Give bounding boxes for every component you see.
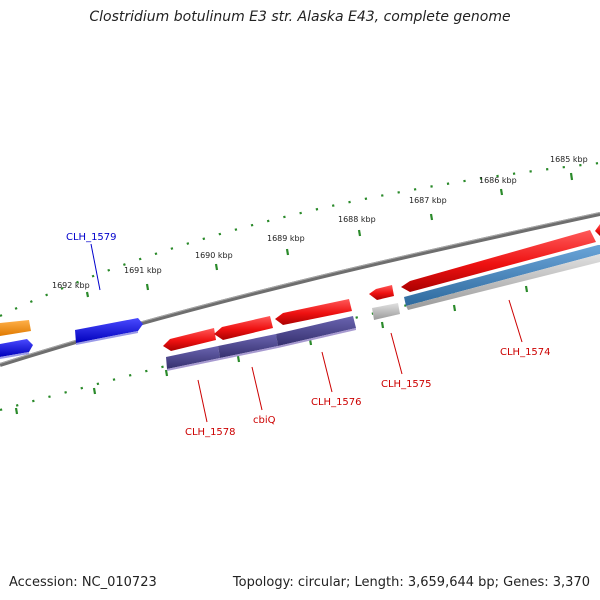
gene-feature-blue-left[interactable] xyxy=(0,339,33,357)
gene-label-CLH_1578[interactable]: CLH_1578 xyxy=(185,427,236,438)
accession-text: Accession: NC_010723 xyxy=(9,575,157,590)
major-tick xyxy=(429,213,434,221)
tick-labels: 1692 kbp 1691 kbp 1690 kbp 1689 kbp 1688… xyxy=(52,155,588,290)
major-tick xyxy=(569,172,574,181)
gene-feature-orange[interactable] xyxy=(0,320,31,336)
gene-label-CLH_1574[interactable]: CLH_1574 xyxy=(500,347,551,358)
major-tick xyxy=(380,321,385,329)
gene-feature-CLH_1579[interactable] xyxy=(75,318,143,345)
gene-feature-CLH_1574[interactable] xyxy=(401,230,600,310)
gene-label-CLH_1576[interactable]: CLH_1576 xyxy=(311,397,362,408)
map-title: Clostridium botulinum E3 str. Alaska E43… xyxy=(89,9,511,25)
major-tick xyxy=(164,369,169,377)
tick-label: 1686 kbp xyxy=(479,176,517,185)
genome-summary-text: Topology: circular; Length: 3,659,644 bp… xyxy=(232,575,590,590)
major-tick xyxy=(85,291,90,298)
major-tick xyxy=(145,283,150,291)
label-leader-lines xyxy=(90,243,523,423)
gene-feature-cbiQ[interactable] xyxy=(214,316,278,360)
major-tick xyxy=(92,387,97,395)
gene-label-CLH_1579[interactable]: CLH_1579 xyxy=(66,232,117,243)
outer-tick-ring xyxy=(0,161,600,317)
tick-label: 1689 kbp xyxy=(267,234,305,243)
tick-label: 1691 kbp xyxy=(124,266,162,275)
tick-label: 1690 kbp xyxy=(195,251,233,260)
major-tick xyxy=(357,229,362,237)
major-tick xyxy=(236,355,241,363)
tick-label: 1688 kbp xyxy=(338,215,376,224)
major-tick xyxy=(499,188,504,196)
tick-label: 1692 kbp xyxy=(52,281,90,290)
gene-label-CLH_1575[interactable]: CLH_1575 xyxy=(381,379,432,390)
major-tick xyxy=(452,304,457,312)
gene-feature-edge[interactable] xyxy=(595,224,600,236)
major-tick xyxy=(524,285,529,293)
outer-major-ticks xyxy=(85,172,574,298)
gene-feature-CLH_1576[interactable] xyxy=(275,299,356,348)
gene-labels: CLH_1579 CLH_1578 cbiQ CLH_1576 CLH_1575… xyxy=(66,232,551,438)
gene-feature-CLH_1575[interactable] xyxy=(369,285,400,320)
gene-feature-CLH_1578[interactable] xyxy=(163,328,220,371)
inner-major-ticks xyxy=(14,285,529,415)
gene-label-cbiQ[interactable]: cbiQ xyxy=(253,415,276,426)
major-tick xyxy=(14,407,19,415)
tick-label: 1685 kbp xyxy=(550,155,588,164)
tick-label: 1687 kbp xyxy=(409,196,447,205)
major-tick xyxy=(285,248,290,256)
major-tick xyxy=(214,263,219,271)
